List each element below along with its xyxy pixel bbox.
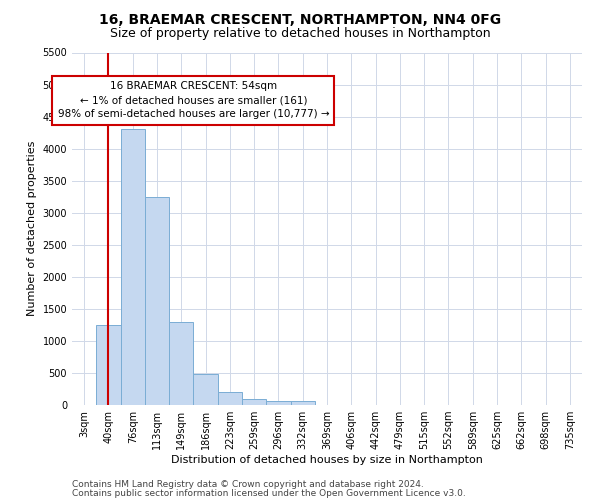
Bar xyxy=(218,392,242,405)
Text: 16 BRAEMAR CRESCENT: 54sqm
← 1% of detached houses are smaller (161)
98% of semi: 16 BRAEMAR CRESCENT: 54sqm ← 1% of detac… xyxy=(58,82,329,120)
Bar xyxy=(266,400,290,405)
Bar xyxy=(290,401,315,405)
Bar xyxy=(169,322,193,405)
Bar xyxy=(96,325,121,405)
Bar xyxy=(145,196,169,405)
Bar xyxy=(121,130,145,405)
Text: 16, BRAEMAR CRESCENT, NORTHAMPTON, NN4 0FG: 16, BRAEMAR CRESCENT, NORTHAMPTON, NN4 0… xyxy=(99,12,501,26)
Text: Size of property relative to detached houses in Northampton: Size of property relative to detached ho… xyxy=(110,28,490,40)
X-axis label: Distribution of detached houses by size in Northampton: Distribution of detached houses by size … xyxy=(171,455,483,465)
Bar xyxy=(193,374,218,405)
Text: Contains public sector information licensed under the Open Government Licence v3: Contains public sector information licen… xyxy=(72,488,466,498)
Y-axis label: Number of detached properties: Number of detached properties xyxy=(27,141,37,316)
Text: Contains HM Land Registry data © Crown copyright and database right 2024.: Contains HM Land Registry data © Crown c… xyxy=(72,480,424,489)
Bar xyxy=(242,398,266,405)
